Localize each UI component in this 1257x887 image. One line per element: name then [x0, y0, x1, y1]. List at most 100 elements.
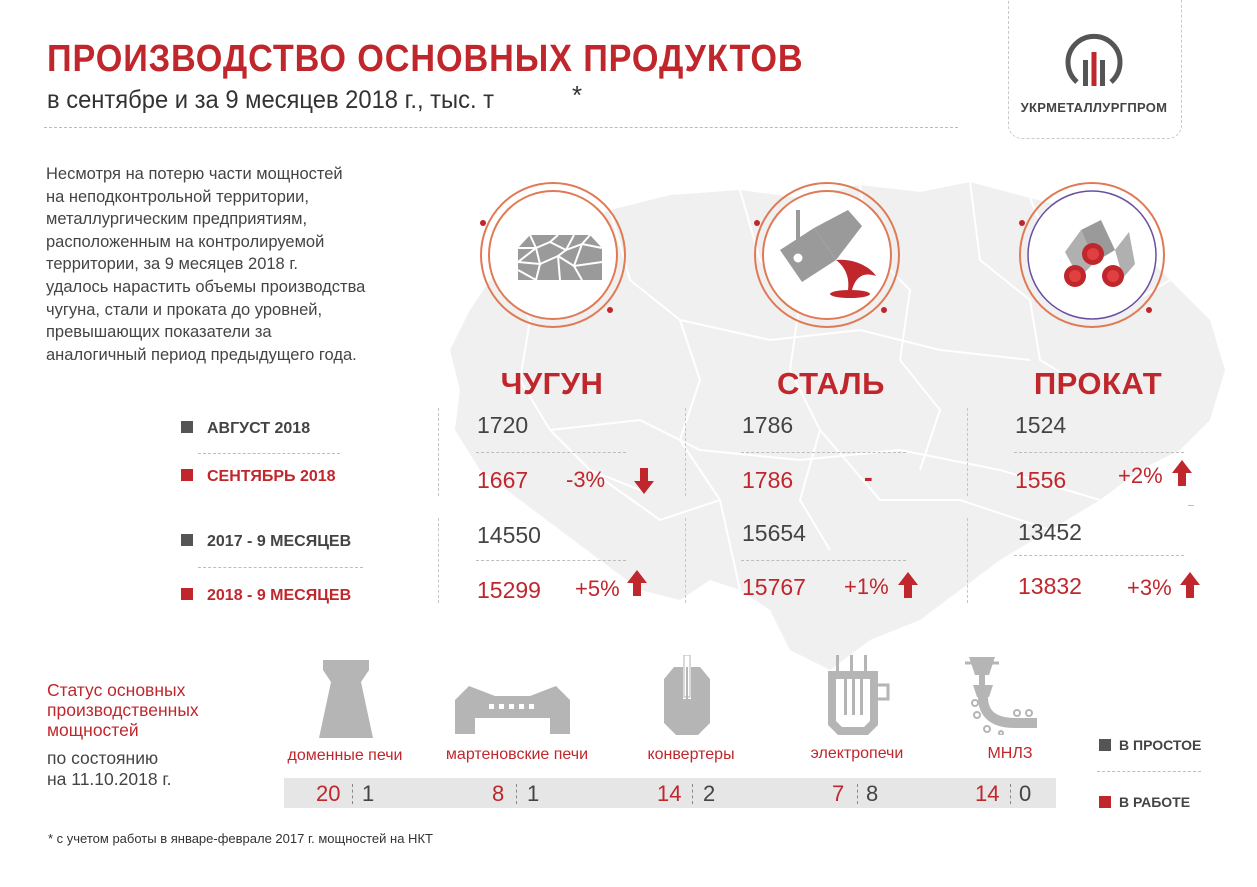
pig-iron-sep: 1667 — [477, 467, 529, 493]
steel-ladle-icon — [780, 210, 876, 298]
bar-divider — [516, 784, 517, 804]
value-divider — [741, 560, 906, 561]
steel-9m-2017: 15654 — [742, 520, 806, 546]
rolled-aug: 1524 — [1015, 412, 1067, 438]
legend-label: В ПРОСТОЕ — [1119, 737, 1202, 753]
legend-square-gray — [181, 534, 193, 546]
logo-text: УКРМЕТАЛЛУРГПРОМ — [1020, 100, 1168, 115]
status-legend-idle: В ПРОСТОЕ — [1099, 737, 1201, 753]
column-separator — [967, 408, 968, 496]
legend-label: АВГУСТ 2018 — [207, 420, 311, 437]
rolled-9m-change: +3% — [1127, 575, 1172, 600]
product-title-pig-iron: ЧУГУН — [500, 366, 604, 401]
legend-square-red — [1099, 796, 1111, 808]
electric-furnace-icon — [828, 655, 890, 735]
arrow-down-icon — [634, 468, 654, 494]
product-title-steel: СТАЛЬ — [777, 366, 885, 401]
value-divider — [476, 452, 626, 453]
legend-square-red — [181, 469, 193, 481]
legend-divider — [198, 453, 340, 454]
logo-frame — [1008, 0, 1182, 139]
legend-divider — [198, 567, 363, 568]
continuous-casting-icon — [965, 657, 1037, 735]
legend-label: В РАБОТЕ — [1119, 794, 1191, 810]
column-separator — [438, 408, 439, 496]
open-hearth-idle: 1 — [527, 781, 540, 806]
header-divider — [44, 127, 958, 128]
converter-icon — [664, 655, 710, 735]
legend-aug-2018: АВГУСТ 2018 — [181, 420, 310, 438]
arrow-up-icon — [1180, 572, 1200, 598]
pig-iron-9m-2017: 14550 — [477, 522, 541, 548]
pig-iron-9m-2018: 15299 — [477, 577, 541, 603]
rolled-sep: 1556 — [1015, 467, 1067, 493]
arrow-up-icon — [1172, 460, 1192, 486]
steel-9m-change: +1% — [844, 574, 889, 599]
rolled-pipes-icon — [1064, 220, 1135, 287]
legend-9m-2017: 2017 - 9 МЕСЯЦЕВ — [181, 533, 351, 551]
rolled-circle — [1019, 182, 1165, 328]
ccm-working: 14 — [975, 781, 1000, 806]
legend-label: СЕНТЯБРЬ 2018 — [207, 468, 336, 485]
bar-divider — [1010, 784, 1011, 804]
converter-working: 14 — [657, 781, 682, 806]
steel-9m-2018: 15767 — [742, 574, 806, 600]
steel-month-change: - — [864, 462, 873, 492]
rolled-9m-2017: 13452 — [1018, 519, 1082, 545]
value-divider — [476, 560, 626, 561]
facility-label-open-hearth: мартеновские печи — [445, 746, 589, 763]
legend-square-gray — [1099, 739, 1111, 751]
blast-furnace-icon — [319, 660, 373, 738]
arrow-up-icon — [627, 570, 647, 596]
status-legend-divider — [1097, 771, 1201, 772]
blast-working: 20 — [316, 781, 341, 806]
pig-iron-month-change: -3% — [566, 467, 606, 492]
pig-iron-circle — [480, 182, 626, 328]
rolled-9m-2018: 13832 — [1018, 573, 1082, 599]
bar-divider — [857, 784, 858, 804]
converter-idle: 2 — [703, 781, 716, 806]
facility-status-bar — [284, 778, 1056, 808]
bar-divider — [692, 784, 693, 804]
rolled-month-change: +2% — [1118, 463, 1163, 488]
page-subtitle: в сентябре и за 9 месяцев 2018 г., тыс. … — [47, 86, 495, 114]
facility-label-converters: конвертеры — [647, 746, 735, 763]
open-hearth-furnace-icon — [455, 686, 570, 734]
electric-idle: 8 — [866, 781, 879, 806]
value-divider — [1014, 555, 1184, 556]
legend-sep-2018: СЕНТЯБРЬ 2018 — [181, 468, 336, 486]
status-title: Статус основных производственных мощност… — [47, 680, 199, 740]
column-separator — [967, 518, 968, 603]
page-title: ПРОИЗВОДСТВО ОСНОВНЫХ ПРОДУКТОВ — [47, 38, 804, 80]
footnote: * с учетом работы в январе-феврале 2017 … — [48, 831, 433, 846]
intro-paragraph: Несмотря на потерю части мощностей на не… — [46, 165, 366, 364]
legend-square-gray — [181, 421, 193, 433]
value-divider — [1014, 452, 1184, 453]
facility-label-blast: доменные печи — [287, 747, 403, 764]
value-divider — [1188, 505, 1194, 506]
arrow-up-icon — [898, 572, 918, 598]
legend-label: 2018 - 9 МЕСЯЦЕВ — [207, 587, 352, 604]
blast-idle: 1 — [362, 781, 375, 806]
bar-divider — [352, 784, 353, 804]
legend-label: 2017 - 9 МЕСЯЦЕВ — [207, 533, 352, 550]
electric-working: 7 — [832, 781, 845, 806]
column-separator — [685, 408, 686, 496]
steel-circle — [754, 182, 900, 328]
facility-label-electric: электропечи — [810, 745, 904, 762]
status-legend-working: В РАБОТЕ — [1099, 794, 1190, 810]
legend-9m-2018: 2018 - 9 МЕСЯЦЕВ — [181, 587, 351, 605]
ccm-idle: 0 — [1019, 781, 1032, 806]
column-separator — [438, 518, 439, 603]
pig-iron-aug: 1720 — [477, 412, 529, 438]
product-title-rolled: ПРОКАТ — [1033, 366, 1163, 401]
facility-label-ccm: МНЛЗ — [987, 745, 1033, 762]
subtitle-asterisk: * — [572, 80, 583, 110]
status-date: по состоянию на 11.10.2018 г. — [47, 748, 172, 789]
open-hearth-working: 8 — [492, 781, 505, 806]
steel-sep: 1786 — [742, 467, 794, 493]
value-divider — [741, 452, 906, 453]
pig-iron-9m-change: +5% — [575, 576, 620, 601]
legend-square-red — [181, 588, 193, 600]
steel-aug: 1786 — [742, 412, 794, 438]
